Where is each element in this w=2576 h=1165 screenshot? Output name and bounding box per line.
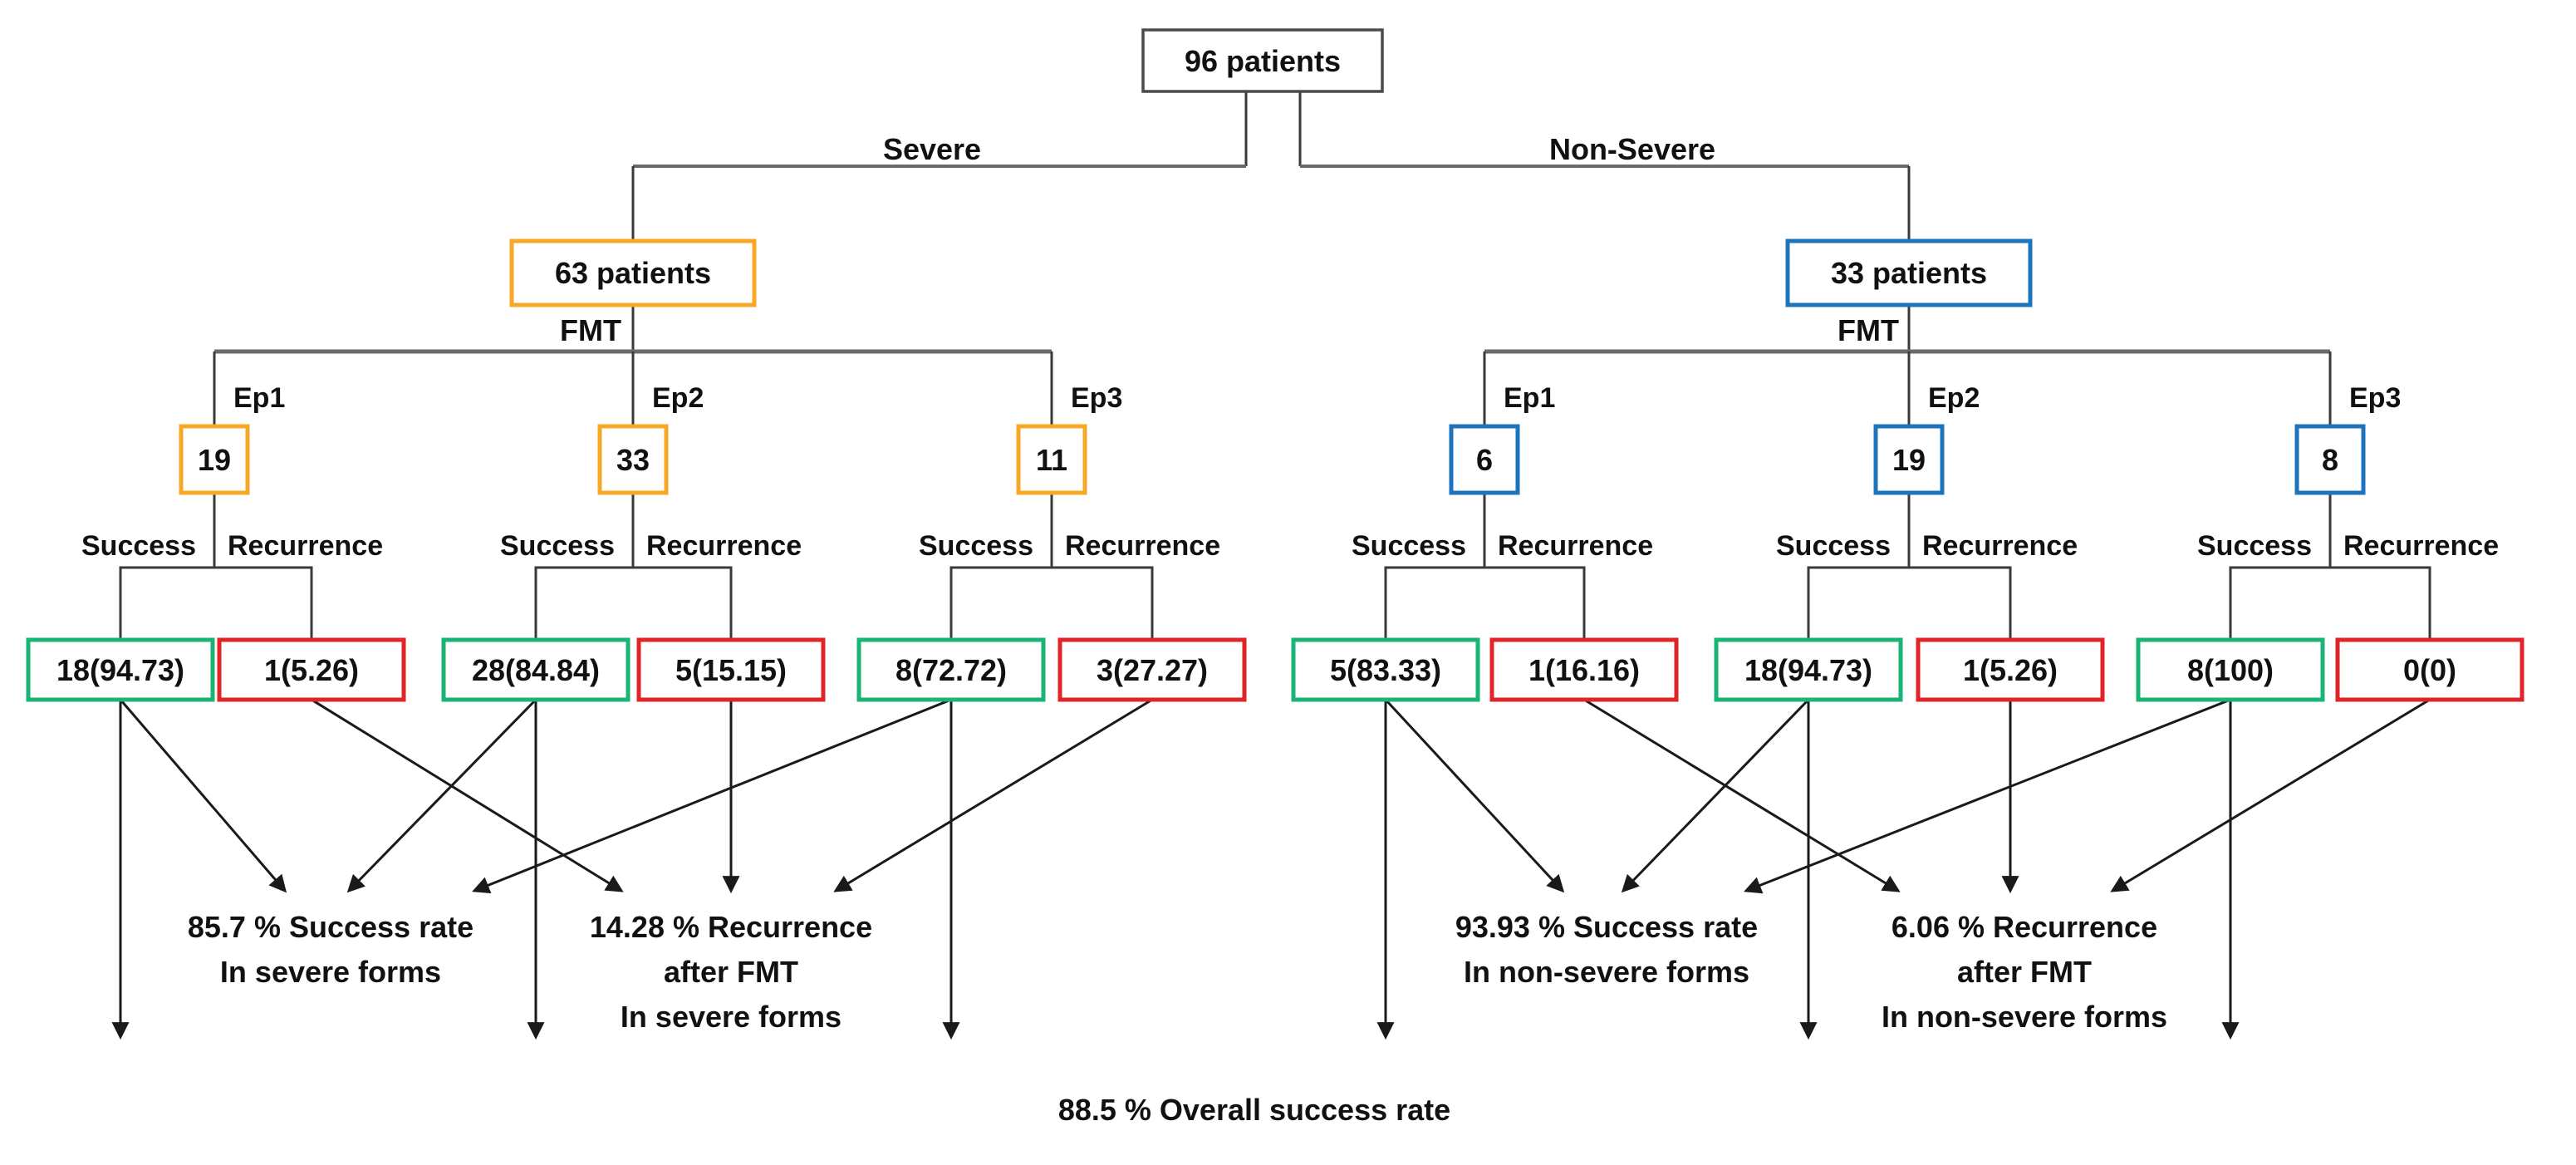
success-value: 5(83.33) [1330,653,1441,687]
recurrence-value: 3(27.27) [1097,653,1208,687]
episode-count-box [1873,424,1945,495]
episode-count: 33 [616,443,650,477]
episode-count-box [2294,424,2366,495]
summary-line: 85.7 % Success rate [188,910,473,944]
recurrence-value-box [1489,637,1679,702]
severe-patients-box [509,238,757,307]
fmt-label-severe: FMT [560,313,621,347]
success-value-box [2136,637,2325,702]
recurrence-value-box [1057,637,1247,702]
episode-count: 11 [1036,443,1067,477]
non-severe-success-rate-summary: 93.93 % Success rate In non-severe forms [1455,910,1758,989]
recurrence-label: Recurrence [646,530,802,562]
episode-count-box [1016,424,1087,495]
summary-line: In non-severe forms [1882,1000,2167,1034]
summary-line: In severe forms [220,955,441,989]
severe-success-rate-summary: 85.7 % Success rate In severe forms [188,910,473,989]
summary-line: 14.28 % Recurrence [590,910,872,944]
overall-success-rate-label: 88.5 % Overall success rate [1058,1093,1450,1127]
recurrence-label: Recurrence [1922,530,2078,562]
recurrence-value-box [217,637,406,702]
success-summary-arrow [1744,698,2231,894]
episode-count: 6 [1476,443,1493,477]
root-node-box [1141,28,1384,93]
recurrence-value: 1(5.26) [1963,653,2058,687]
arrow-lines [111,698,2431,1040]
success-label: Success [2197,530,2312,562]
success-value-box [1291,637,1480,702]
success-value: 28(84.84) [472,653,600,687]
branch-label-non-severe: Non-Severe [1549,132,1715,166]
recurrence-summary-arrow [833,698,1153,892]
success-summary-arrow [346,698,537,893]
recurrence-value-box [2335,637,2524,702]
episode-count-box [1449,424,1520,495]
severe-episode-1: Ep1 19 Success Recurrence 18(94.73) 1(5.… [26,382,406,702]
branch-label-severe: Severe [883,132,981,166]
success-value: 18(94.73) [1744,653,1872,687]
episode-count: 8 [2322,443,2338,477]
recurrence-label: Recurrence [1065,530,1220,562]
success-label: Success [500,530,615,562]
success-label: Success [1776,530,1891,562]
success-value-box [856,637,1046,702]
episode-label: Ep1 [233,382,285,414]
success-value-box [26,637,215,702]
success-label: Success [1352,530,1466,562]
severe-episode-3: Ep3 11 Success Recurrence 8(72.72) 3(27.… [856,382,1247,702]
episode-count-box [597,424,669,495]
recurrence-value-box [636,637,826,702]
severe-patients-label: 63 patients [555,256,711,290]
recurrence-value: 0(0) [2403,653,2456,687]
recurrence-value: 1(16.16) [1528,653,1640,687]
summary-line: In non-severe forms [1464,955,1749,989]
summary-line: after FMT [1957,955,2092,989]
summary-line: 6.06 % Recurrence [1892,910,2157,944]
non-severe-episode-3: Ep3 8 Success Recurrence 8(100) 0(0) [2136,382,2524,702]
connector-lines [119,91,2431,640]
success-value: 8(72.72) [895,653,1007,687]
episode-label: Ep1 [1504,382,1555,414]
success-value-box [1714,637,1903,702]
success-summary-arrow [1384,698,1565,893]
recurrence-value-box [1916,637,2105,702]
recurrence-value: 5(15.15) [675,653,787,687]
episode-count: 19 [1892,443,1926,477]
success-label: Success [81,530,196,562]
recurrence-summary-arrow [1583,698,1901,892]
success-value: 18(94.73) [56,653,184,687]
success-summary-arrow [119,699,287,893]
severe-episode-2: Ep2 33 Success Recurrence 28(84.84) 5(15… [441,382,826,702]
fmt-label-non-severe: FMT [1838,313,1899,347]
non-severe-recurrence-rate-summary: 6.06 % Recurrence after FMT In non-sever… [1882,910,2167,1034]
episode-label: Ep2 [652,382,704,414]
summary-line: after FMT [664,955,798,989]
recurrence-summary-arrow [2110,698,2431,892]
non-severe-episode-1: Ep1 6 Success Recurrence 5(83.33) 1(16.1… [1291,382,1679,702]
success-value-box [441,637,631,702]
severe-recurrence-rate-summary: 14.28 % Recurrence after FMT In severe f… [590,910,872,1034]
success-summary-arrow [472,698,952,894]
recurrence-summary-arrow [311,698,624,892]
episode-label: Ep3 [1071,382,1122,414]
non-severe-patients-label: 33 patients [1831,256,1987,290]
episode-count-box [179,424,250,495]
non-severe-patients-box [1785,238,2033,307]
episode-label: Ep2 [1928,382,1980,414]
recurrence-label: Recurrence [2343,530,2499,562]
episode-count: 19 [198,443,231,477]
success-label: Success [919,530,1033,562]
success-value: 8(100) [2187,653,2274,687]
summary-line: In severe forms [621,1000,841,1034]
recurrence-label: Recurrence [1498,530,1653,562]
episode-label: Ep3 [2349,382,2401,414]
recurrence-value: 1(5.26) [264,653,359,687]
recurrence-label: Recurrence [228,530,383,562]
non-severe-episode-2: Ep2 19 Success Recurrence 18(94.73) 1(5.… [1714,382,2105,702]
summary-line: 93.93 % Success rate [1455,910,1758,944]
root-node-label: 96 patients [1185,44,1341,78]
success-summary-arrow [1621,698,1810,893]
